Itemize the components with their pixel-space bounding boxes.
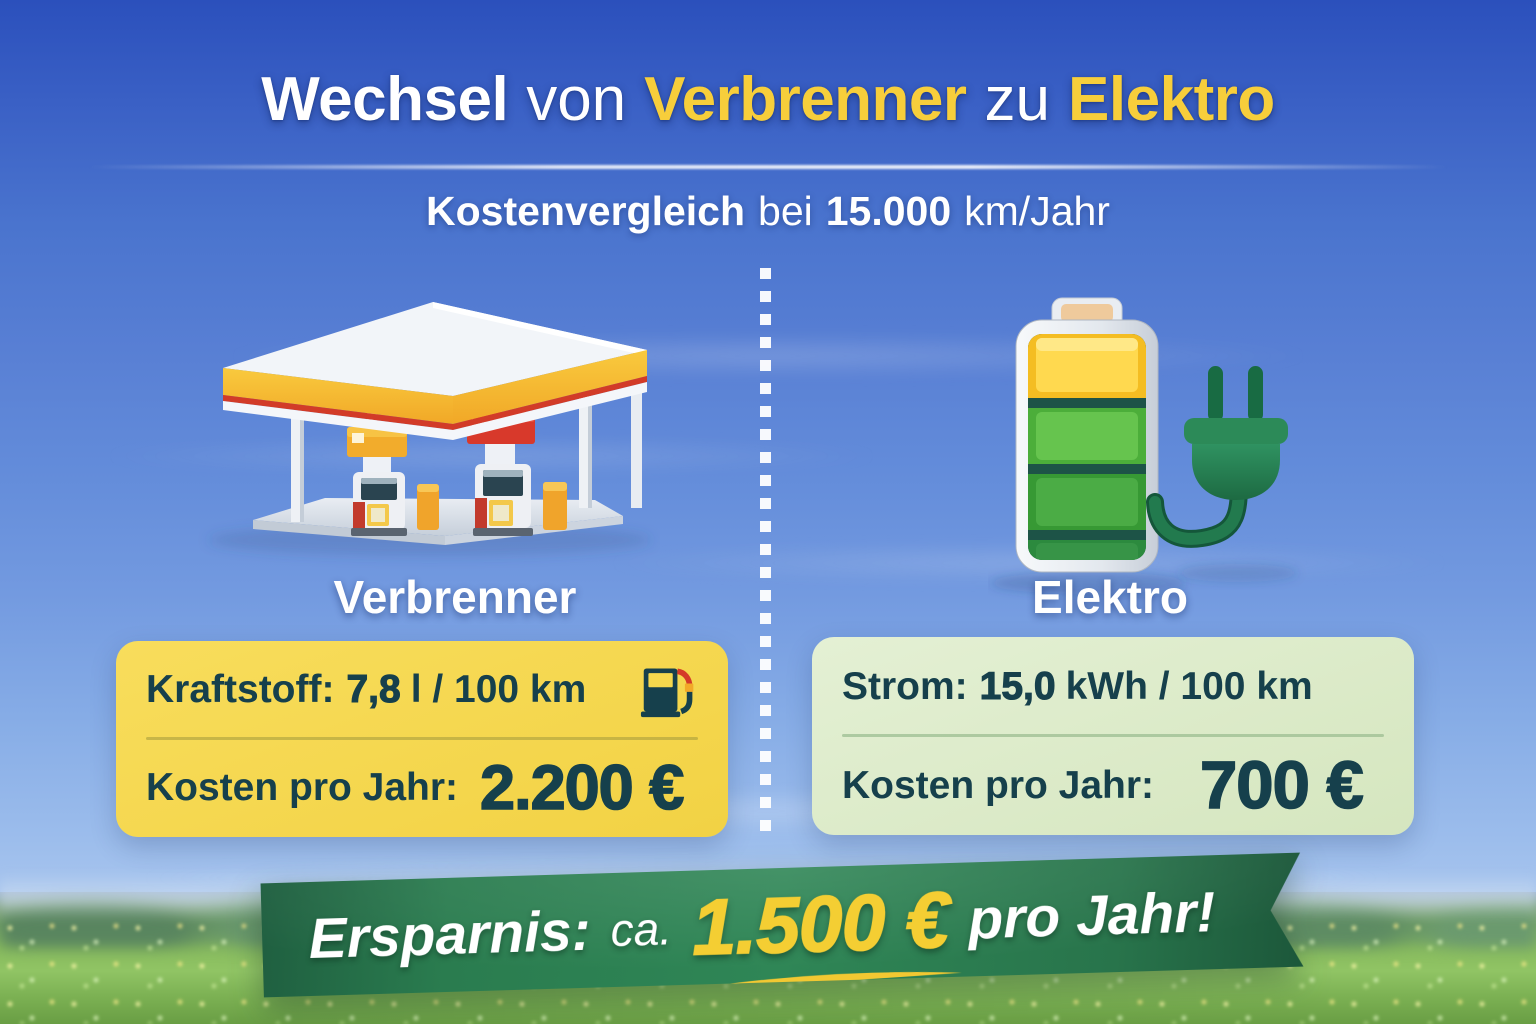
title-word: von (526, 65, 627, 134)
savings-prefix: Ersparnis: (307, 898, 592, 972)
savings-suffix: pro Jahr! (967, 880, 1217, 952)
savings-amount: 1.500 € (691, 874, 950, 974)
verbrenner-card: Kraftstoff: 7,8 l / 100 km Kosten pro Ja… (116, 641, 728, 837)
elektro-label: Elektro (1032, 571, 1188, 623)
savings-approx: ca. (609, 902, 673, 957)
gas-station-illustration (208, 302, 652, 556)
dotted-divider-line (760, 268, 771, 838)
elektro-cost-row: Kosten pro Jahr: 700 € (812, 736, 1414, 835)
subtitle-word: Kostenvergleich (426, 188, 746, 234)
subtitle-word: km/Jahr (964, 188, 1110, 234)
subtitle-word: bei (758, 188, 813, 234)
subtitle-km-value: 15.000 (825, 188, 952, 234)
title-word: zu (984, 65, 1051, 134)
card-divider-line (146, 737, 698, 740)
elektro-consumption-row: Strom: 15,0 kWh / 100 km (812, 637, 1414, 736)
title-word-verbrenner: Verbrenner (644, 65, 967, 134)
verbrenner-cost-value: 2.200 € (479, 752, 685, 824)
elektro-card: Strom: 15,0 kWh / 100 km Kosten pro Jahr… (812, 637, 1414, 835)
title-divider-line (88, 165, 1448, 169)
consumption-label: Kraftstoff: (146, 668, 335, 711)
verbrenner-label: Verbrenner (333, 571, 577, 623)
cost-label: Kosten pro Jahr: (842, 763, 1155, 807)
page-title: Wechsel von Verbrenner zu Elektro (0, 64, 1536, 135)
verbrenner-cost-row: Kosten pro Jahr: 2.200 € (116, 739, 728, 837)
consumption-unit: kWh / 100 km (1065, 664, 1313, 708)
page-subtitle: Kostenvergleich bei 15.000 km/Jahr (0, 188, 1536, 235)
savings-amount-text: 1.500 € (690, 875, 950, 972)
card-divider-line (842, 734, 1384, 737)
cost-label: Kosten pro Jahr: (146, 766, 459, 809)
consumption-unit: l / 100 km (410, 668, 587, 711)
title-word: Wechsel (261, 65, 509, 134)
verbrenner-consumption-row: Kraftstoff: 7,8 l / 100 km (116, 641, 728, 739)
consumption-value: 7,8 (346, 667, 401, 711)
consumption-value: 15,0 (979, 664, 1056, 708)
fuel-pump-icon (640, 668, 694, 718)
battery-plug-illustration (990, 297, 1298, 594)
title-word-elektro: Elektro (1068, 65, 1275, 134)
elektro-cost-value: 700 € (1199, 747, 1364, 824)
consumption-label: Strom: (842, 664, 968, 708)
